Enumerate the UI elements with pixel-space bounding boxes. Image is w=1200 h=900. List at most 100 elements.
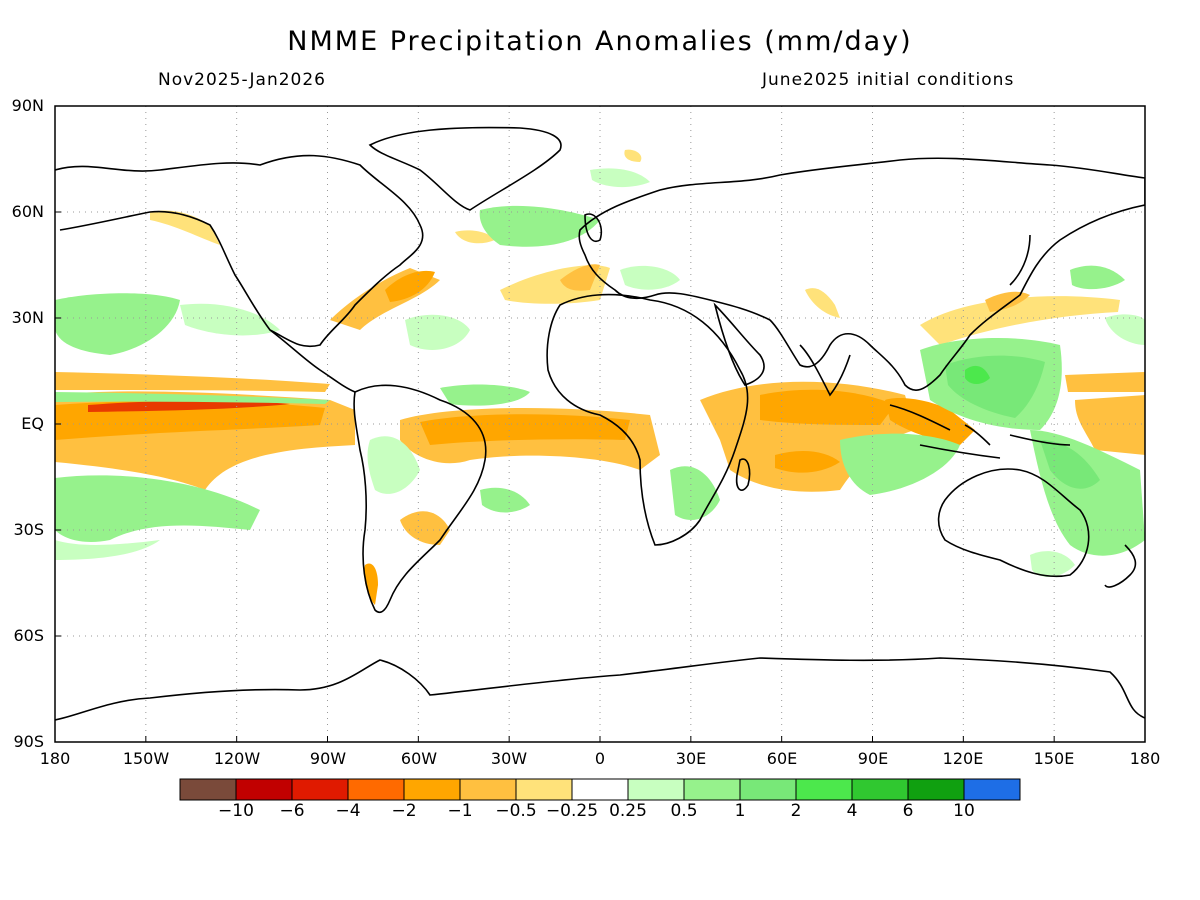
wet-philippines [965,365,990,384]
coast-australia [937,468,1090,578]
wet-southern-africa [670,466,720,520]
colorbar-swatch [627,778,685,801]
colorbar-label: −0.25 [545,801,599,821]
coast-indonesia [889,404,1071,459]
colorbar-label: −4 [335,801,361,821]
coastlines [55,126,1145,721]
lat-label-30n: 30N [11,308,44,327]
colorbar-label: 2 [790,801,802,821]
colorbar-swatch [291,778,349,801]
wet-europe [620,265,680,290]
lon-label-120w: 120W [213,749,261,768]
wet-australia-core [1040,440,1100,489]
coast-greenland [368,126,562,211]
axis-ticks [54,105,1146,743]
colorbar [179,778,1021,801]
colorbar-label: 0.25 [609,801,647,821]
colorbar-label: 0.5 [670,801,698,821]
dry-indian-south [775,450,840,473]
wet-dateline-north [1105,314,1145,345]
lon-label-0: 0 [594,749,606,768]
colorbar-label: −0.5 [495,801,537,821]
colorbar-label: 6 [902,801,914,821]
lon-label-60w: 60W [400,749,438,768]
lat-label-eq: EQ [21,414,44,433]
lat-label-60n: 60N [11,202,44,221]
coast-japan [1009,234,1031,286]
wet-south-pacific [55,475,260,542]
wet-south-atlantic [480,487,530,513]
wet-equatorial-pacific-strip [55,392,330,404]
wet-australia-south [1030,551,1075,577]
colorbar-label: −10 [218,801,254,821]
colorbar-swatch [907,778,965,801]
lon-label-120e: 120E [942,749,984,768]
dry-core-pacific [88,400,290,412]
lon-label-30w: 30W [490,749,528,768]
wet-atlantic-subtropics [405,314,470,350]
coast-madagascar [735,458,751,491]
colorbar-swatch [235,778,293,801]
lat-label-90s: 90S [13,732,44,751]
lat-label-60s: 60S [13,626,44,645]
dry-alaska [150,210,220,245]
colorbar-label: −2 [391,801,417,821]
lon-label-180w: 180 [39,749,71,768]
colorbar-label: 10 [953,801,975,821]
lon-label-150w: 150W [122,749,170,768]
colorbar-swatch [403,778,461,801]
coast-arabia [713,302,765,386]
coast-south-america [353,384,487,614]
dry-north-pacific-east [1065,372,1145,392]
dry-north-atlantic-core [385,270,435,302]
colorbar-swatch [571,778,629,801]
dry-nw-pacific [920,296,1120,345]
colorbar-label: −6 [279,801,305,821]
wet-siberia [590,168,650,188]
coast-north-america [55,154,424,348]
dry-indian-core [760,389,895,425]
colorbar-label: 4 [846,801,858,821]
wet-atlantic-tropics [440,384,530,406]
colorbar-swatch [963,778,1021,801]
colorbar-swatch [515,778,573,801]
colorbar-swatch [795,778,853,801]
dry-west-pacific-east [1075,395,1145,455]
wet-subtropical-north-pacific-light [180,303,280,336]
coast-eurasia [578,157,1145,391]
lon-label-90w: 90W [309,749,347,768]
colorbar-swatch [683,778,741,801]
coast-central-america [269,329,356,393]
dry-greenland-east [624,149,642,162]
coast-africa [546,293,749,546]
dry-band-atlantic-core [420,414,630,445]
initial-conditions: June2025 initial conditions [762,70,1015,90]
dry-chile [364,563,378,605]
dry-arabia [805,288,840,318]
wet-south-america [367,436,420,494]
lat-label-30s: 30S [13,520,44,539]
map-title: NMME Precipitation Anomalies (mm/day) [287,26,913,57]
dry-band-pacific-north [55,372,330,392]
colorbar-swatch [347,778,405,801]
coast-new-zealand [1104,544,1137,588]
forecast-period: Nov2025-Jan2026 [158,70,326,90]
lon-label-30e: 30E [675,749,707,768]
dry-south-america [400,511,450,545]
dry-iberia [560,264,600,291]
coast-uk [584,213,603,242]
wet-north-atlantic [479,205,600,247]
lon-label-180e: 180 [1129,749,1161,768]
coast-india [799,344,851,397]
lon-label-60e: 60E [766,749,798,768]
colorbar-swatch [179,778,237,801]
lon-label-90e: 90E [857,749,889,768]
wet-south-indian-ocean [840,433,960,495]
colorbar-swatch [739,778,797,801]
dry-labrador [455,230,495,244]
colorbar-swatch [851,778,909,801]
wet-subtropical-north-pacific [55,293,180,355]
graticule [55,106,1145,742]
coast-antarctica [55,657,1145,721]
wet-central-pacific-north [1070,265,1125,290]
